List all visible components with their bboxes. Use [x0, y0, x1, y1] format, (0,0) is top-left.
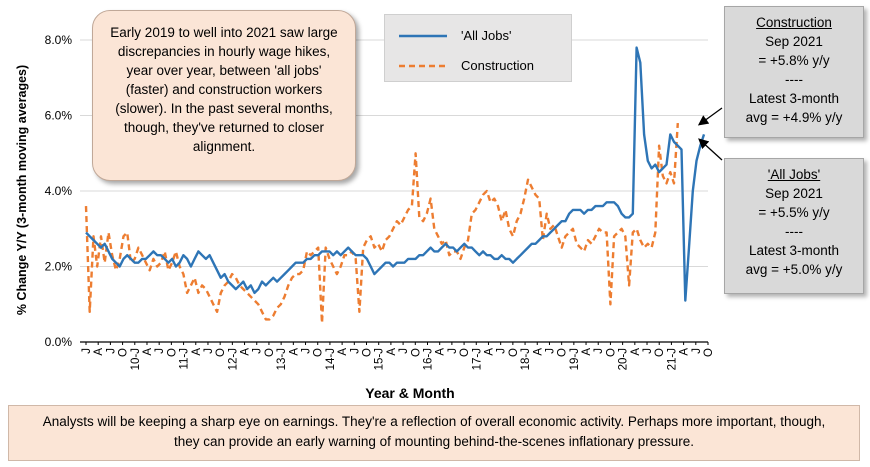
x-tick-label: J	[593, 348, 605, 354]
x-tick-label: J	[447, 348, 459, 354]
x-tick-label: 11-J	[179, 348, 191, 370]
construction-callout-avg-label: Latest 3-month	[748, 91, 840, 106]
x-tick-label: 14-J	[325, 348, 337, 370]
x-tick-label: 10-J	[130, 348, 142, 370]
x-tick-label: J	[203, 348, 215, 354]
y-tick-label: 4.0%	[45, 184, 73, 198]
x-tick-label: 13-J	[276, 348, 288, 370]
x-tick-label: 16-J	[422, 348, 434, 370]
x-tick-label: 19-J	[569, 348, 581, 370]
x-tick-label: J	[301, 348, 313, 354]
x-tick-label: J	[154, 348, 166, 354]
construction-callout-separator: ----	[785, 72, 803, 87]
all-jobs-callout-arrow	[698, 138, 723, 161]
x-tick-label: 21-J	[666, 348, 678, 370]
x-tick-label: J	[105, 348, 117, 354]
x-tick-label: O	[703, 348, 715, 357]
y-tick-label: 0.0%	[45, 335, 73, 349]
all-jobs-callout-value: = +5.5% y/y	[758, 205, 830, 220]
x-tick-label: A	[532, 348, 544, 356]
y-axis-label: % Change Y/Y (3-month moving averages)	[15, 65, 29, 315]
y-axis-ticks: 0.0% 2.0% 4.0% 6.0% 8.0%	[45, 33, 73, 349]
x-axis-label: Year & Month	[365, 385, 454, 401]
x-tick-label: O	[215, 348, 227, 357]
x-tick-label: 12-J	[227, 348, 239, 370]
x-tick-label: A	[386, 348, 398, 356]
x-tick-label: A	[142, 348, 154, 356]
footer-note: Analysts will be keeping a sharp eye on …	[8, 405, 860, 461]
x-tick-label: O	[410, 348, 422, 357]
construction-callout: Construction Sep 2021 = +5.8% y/y ---- L…	[724, 6, 864, 138]
legend-item-construction: Construction	[385, 55, 571, 79]
x-tick-label: A	[288, 348, 300, 356]
y-tick-label: 6.0%	[45, 109, 73, 123]
x-tick-label: J	[691, 348, 703, 354]
x-tick-label: J	[496, 348, 508, 354]
x-tick-label: O	[264, 348, 276, 357]
all-jobs-callout-avg-value: avg = +5.0% y/y	[745, 262, 843, 277]
callout-arrows	[697, 107, 723, 161]
y-tick-label: 2.0%	[45, 260, 73, 274]
x-tick-label: A	[483, 348, 495, 356]
x-tick-label: 20-J	[618, 348, 630, 370]
x-tick-label: A	[581, 348, 593, 356]
construction-callout-title: Construction	[756, 15, 832, 30]
x-tick-label: A	[337, 348, 349, 356]
x-tick-label: J	[81, 348, 93, 354]
x-tick-label: A	[679, 348, 691, 356]
construction-callout-value: = +5.8% y/y	[758, 53, 830, 68]
x-tick-label: O	[605, 348, 617, 357]
x-tick-label: A	[191, 348, 203, 356]
series-layer	[84, 46, 706, 325]
legend: 'All Jobs' Construction	[384, 14, 572, 82]
x-tick-label: O	[557, 348, 569, 357]
x-tick-label: O	[362, 348, 374, 357]
x-tick-label: 15-J	[374, 348, 386, 370]
x-tick-label: 18-J	[520, 348, 532, 370]
x-tick-label: O	[654, 348, 666, 357]
x-tick-label: A	[240, 348, 252, 356]
x-tick-label: O	[166, 348, 178, 357]
x-tick-label: J	[349, 348, 361, 354]
all-jobs-callout: 'All Jobs' Sep 2021 = +5.5% y/y ---- Lat…	[724, 158, 864, 294]
y-tick-label: 8.0%	[45, 33, 73, 47]
annotation-note: Early 2019 to well into 2021 saw large d…	[92, 10, 356, 181]
x-tick-label: O	[313, 348, 325, 357]
x-tick-label: O	[118, 348, 130, 357]
all-jobs-callout-title: 'All Jobs'	[767, 167, 821, 182]
x-tick-label: O	[459, 348, 471, 357]
x-axis-ticks: J A J O 10-J A J O 11-J A J O 12-J A J O 13-J A J O 14-J A J O 1…	[81, 342, 715, 370]
legend-item-all-jobs: 'All Jobs'	[385, 25, 571, 49]
series-line-construction	[84, 123, 679, 325]
construction-callout-date: Sep 2021	[765, 34, 823, 49]
legend-label-construction: Construction	[461, 58, 534, 73]
all-jobs-callout-separator: ----	[785, 224, 803, 239]
x-tick-label: J	[398, 348, 410, 354]
construction-callout-avg-value: avg = +4.9% y/y	[745, 110, 843, 125]
x-tick-label: J	[252, 348, 264, 354]
annotation-note-text: Early 2019 to well into 2021 saw large d…	[110, 25, 338, 154]
x-tick-label: J	[544, 348, 556, 354]
x-tick-label: O	[508, 348, 520, 357]
all-jobs-callout-date: Sep 2021	[765, 186, 823, 201]
construction-callout-arrow	[697, 107, 723, 126]
footer-note-text: Analysts will be keeping a sharp eye on …	[42, 414, 826, 449]
x-tick-label: A	[93, 348, 105, 356]
x-tick-label: J	[642, 348, 654, 354]
legend-label-all-jobs: 'All Jobs'	[461, 28, 512, 43]
all-jobs-callout-avg-label: Latest 3-month	[748, 243, 840, 258]
x-tick-label: A	[630, 348, 642, 356]
x-tick-label: 17-J	[471, 348, 483, 370]
x-tick-label: A	[435, 348, 447, 356]
series-line-all-jobs	[85, 46, 706, 302]
